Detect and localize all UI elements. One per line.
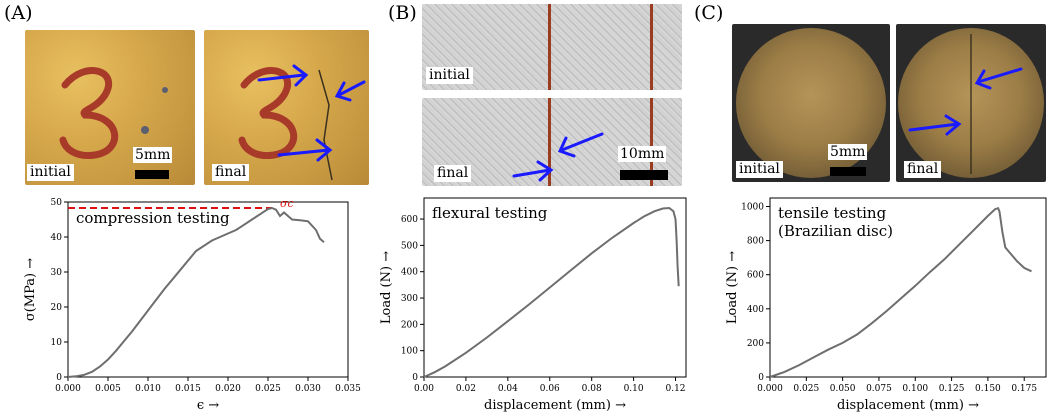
x-tick-label: 0.04 — [498, 384, 518, 394]
scale-label: 5mm — [133, 147, 173, 163]
x-tick-label: 0.025 — [793, 384, 819, 394]
scale-bar — [135, 170, 169, 179]
x-tick-label: 0.030 — [295, 384, 321, 394]
scale-bar — [620, 170, 668, 180]
stripe — [548, 4, 551, 90]
plot-frame — [423, 197, 687, 378]
y-tick-label: 10 — [51, 338, 63, 348]
chart-annotation: tensile testing — [778, 204, 887, 222]
series-line — [769, 206, 1032, 378]
specimen-photo-b-final: final 10mm — [422, 98, 682, 186]
x-tick-label: 0.000 — [757, 384, 783, 394]
plot-frame — [769, 197, 1047, 378]
y-tick-label: 1000 — [741, 203, 764, 213]
y-axis-label: Load (N) → — [379, 251, 394, 324]
x-tick-label: 0.015 — [175, 384, 201, 394]
panel-letter-c: (C) — [694, 2, 724, 24]
specimen-photo-a-initial: initial 5mm — [25, 30, 195, 185]
x-tick-label: 0.12 — [665, 384, 685, 394]
x-tick-label: 0.100 — [902, 384, 928, 394]
scale-label: 10mm — [618, 146, 667, 162]
y-tick-label: 200 — [401, 320, 418, 330]
stripe — [650, 4, 653, 90]
y-tick-label: 300 — [401, 294, 418, 304]
x-tick-label: 0.08 — [582, 384, 602, 394]
y-tick-label: 0 — [758, 373, 764, 383]
chart-annotation: (Brazilian disc) — [778, 222, 893, 240]
y-tick-label: 800 — [747, 237, 764, 247]
specimen-photo-c-initial: initial 5mm — [732, 24, 890, 182]
x-tick-label: 0.020 — [215, 384, 241, 394]
specimen-photo-a-final: final — [204, 30, 369, 185]
x-tick-label: 0.00 — [414, 384, 434, 394]
x-tick-label: 0.175 — [1011, 384, 1037, 394]
y-tick-label: 0 — [412, 373, 418, 383]
y-tick-label: 400 — [747, 305, 764, 315]
specimen-photo-b-initial: initial — [422, 4, 682, 90]
x-tick-label: 0.10 — [624, 384, 644, 394]
photo-label-initial: initial — [27, 164, 74, 181]
crack-arrows — [512, 132, 604, 182]
specimen-photo-c-final: final — [896, 24, 1046, 182]
y-tick-label: 400 — [401, 268, 418, 278]
series-line — [423, 206, 680, 378]
y-tick-label: 600 — [401, 215, 418, 225]
x-axis-label: ϵ → — [197, 398, 219, 413]
panel-letter-a: (A) — [4, 2, 33, 24]
crack-arrows — [908, 34, 1023, 174]
x-tick-label: 0.02 — [456, 384, 476, 394]
x-axis-label: displacement (mm) → — [484, 398, 626, 413]
x-tick-label: 0.025 — [255, 384, 281, 394]
y-tick-label: 200 — [747, 339, 764, 349]
x-tick-label: 0.125 — [939, 384, 965, 394]
y-axis-label: Load (N) → — [725, 251, 740, 324]
y-tick-label: 20 — [51, 303, 63, 313]
y-tick-label: 50 — [51, 198, 63, 208]
chart-tensile: 0.000 0.025 0.050 0.075 0.100 0.125 0.150 0.175… — [725, 197, 1047, 413]
y-tick-label: 40 — [51, 233, 63, 243]
x-tick-label: 0.000 — [55, 384, 81, 394]
x-tick-label: 0.050 — [830, 384, 856, 394]
x-axis-label: displacement (mm) → — [837, 398, 979, 413]
specimen-mark — [59, 67, 168, 173]
stripe — [650, 98, 653, 186]
panel-letter-b: (B) — [388, 2, 417, 24]
scale-label: 5mm — [828, 144, 868, 160]
y-tick-label: 30 — [51, 268, 63, 278]
x-tick-label: 0.075 — [866, 384, 892, 394]
photo-label-final: final — [434, 165, 472, 182]
stripe — [548, 98, 551, 186]
crack-arrows — [238, 64, 366, 181]
y-tick-label: 0 — [56, 373, 62, 383]
x-tick-label: 0.06 — [540, 384, 560, 394]
photo-label-initial: initial — [426, 67, 473, 84]
scale-bar — [830, 167, 866, 176]
y-axis-label: σ(MPa) → — [23, 258, 38, 321]
photo-label-final: final — [904, 161, 942, 178]
x-tick-label: 0.010 — [135, 384, 161, 394]
chart-flexural: 0.00 0.02 0.04 0.06 0.08 0.10 0.12 0 100 200 300 40… — [379, 197, 687, 413]
chart-compression: 0.000 0.005 0.010 0.015 0.020 0.025 0.030 0.035… — [23, 197, 361, 413]
y-tick-label: 100 — [401, 347, 418, 357]
photo-label-initial: initial — [736, 161, 783, 178]
y-tick-label: 500 — [401, 241, 418, 251]
series-line — [67, 206, 325, 378]
x-tick-label: 0.035 — [335, 384, 361, 394]
x-tick-label: 0.150 — [975, 384, 1001, 394]
chart-annotation: flexural testing — [432, 204, 548, 222]
peak-label: σc — [280, 197, 294, 210]
chart-annotation: compression testing — [76, 209, 230, 227]
x-tick-label: 0.005 — [95, 384, 121, 394]
y-tick-label: 600 — [747, 271, 764, 281]
plot-frame — [67, 201, 349, 378]
photo-label-final: final — [212, 164, 250, 181]
